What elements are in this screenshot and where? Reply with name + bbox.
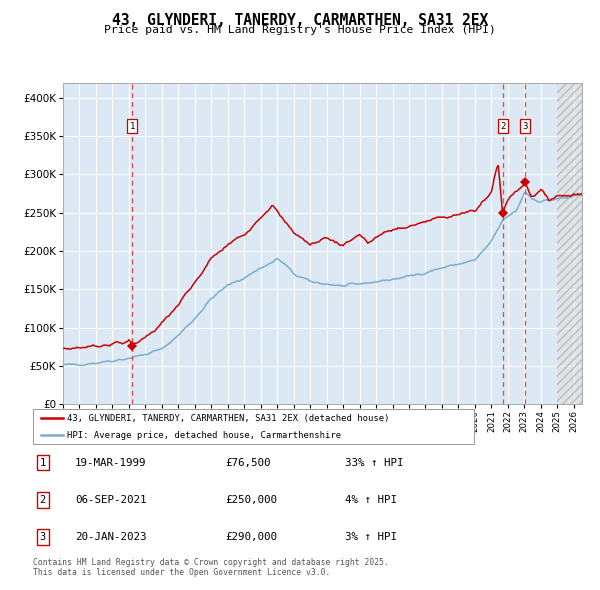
Text: 2: 2 [500, 122, 505, 130]
Text: 2: 2 [40, 495, 46, 504]
Text: 19-MAR-1999: 19-MAR-1999 [75, 458, 146, 467]
Text: 20-JAN-2023: 20-JAN-2023 [75, 532, 146, 542]
Text: Price paid vs. HM Land Registry's House Price Index (HPI): Price paid vs. HM Land Registry's House … [104, 25, 496, 35]
Text: 4% ↑ HPI: 4% ↑ HPI [345, 495, 397, 504]
Text: 3: 3 [40, 532, 46, 542]
Text: 3% ↑ HPI: 3% ↑ HPI [345, 532, 397, 542]
Text: 33% ↑ HPI: 33% ↑ HPI [345, 458, 404, 467]
Text: 1: 1 [130, 122, 135, 130]
Text: 3: 3 [523, 122, 528, 130]
Text: 43, GLYNDERI, TANERDY, CARMARTHEN, SA31 2EX: 43, GLYNDERI, TANERDY, CARMARTHEN, SA31 … [112, 13, 488, 28]
Text: HPI: Average price, detached house, Carmarthenshire: HPI: Average price, detached house, Carm… [67, 431, 341, 440]
Text: 1: 1 [40, 458, 46, 467]
Text: £76,500: £76,500 [225, 458, 271, 467]
Text: £290,000: £290,000 [225, 532, 277, 542]
Text: £250,000: £250,000 [225, 495, 277, 504]
Text: 43, GLYNDERI, TANERDY, CARMARTHEN, SA31 2EX (detached house): 43, GLYNDERI, TANERDY, CARMARTHEN, SA31 … [67, 414, 390, 422]
Text: 06-SEP-2021: 06-SEP-2021 [75, 495, 146, 504]
Text: Contains HM Land Registry data © Crown copyright and database right 2025.
This d: Contains HM Land Registry data © Crown c… [33, 558, 389, 577]
